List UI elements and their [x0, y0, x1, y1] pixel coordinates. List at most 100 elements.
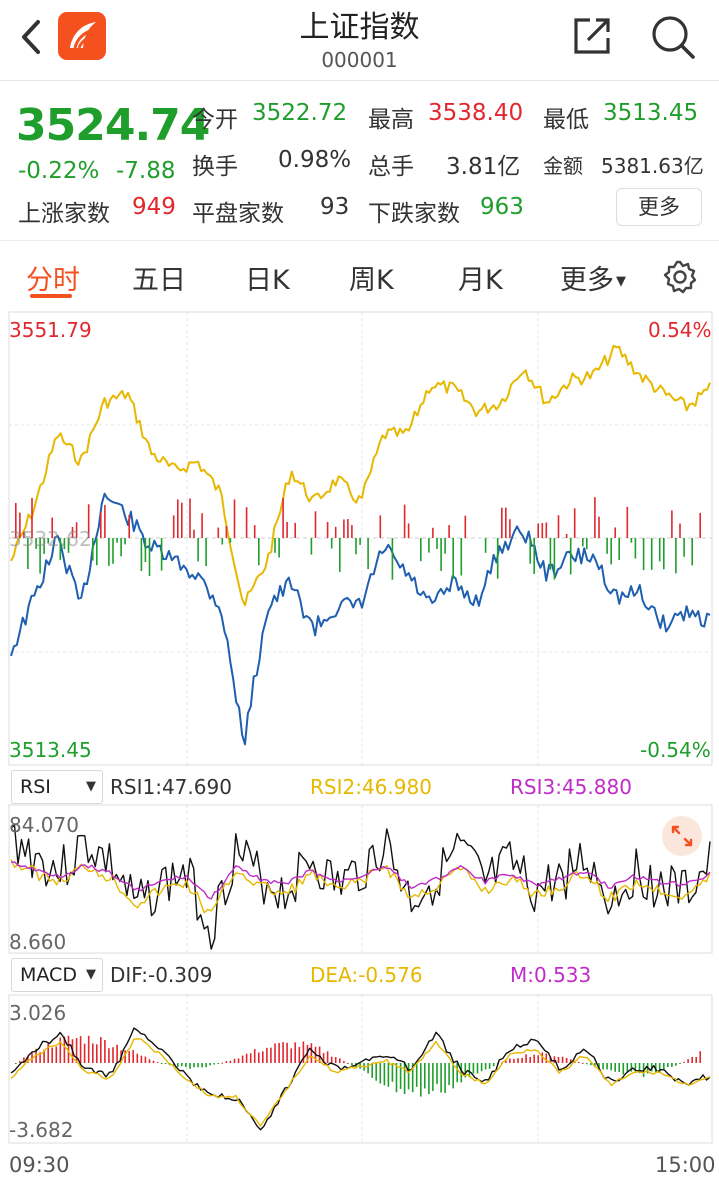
buy-sell-bar [444, 538, 446, 554]
buy-sell-bar [19, 512, 21, 539]
divider [0, 240, 719, 241]
buy-sell-bar [618, 538, 620, 560]
rsi1-value: RSI1:47.690 [110, 775, 232, 799]
buy-sell-bar [658, 538, 661, 562]
buy-sell-bar [181, 502, 183, 538]
macd-histogram-bar [217, 1063, 220, 1064]
macd-histogram-bar [634, 1063, 637, 1073]
macd-histogram-bar [100, 1037, 102, 1064]
macd-histogram-bar [460, 1063, 463, 1083]
gear-icon[interactable] [662, 259, 698, 295]
macd-histogram-bar [79, 1036, 82, 1064]
macd-histogram-bar [201, 1063, 203, 1068]
macd-histogram-bar [63, 1036, 66, 1063]
more-quote-button[interactable]: 更多 [616, 188, 702, 226]
buy-sell-bar [294, 522, 296, 539]
open-value: 3522.72 [252, 100, 348, 126]
buy-sell-bar [67, 538, 70, 553]
buy-sell-bar [367, 538, 369, 570]
macd-histogram-bar [221, 1062, 224, 1064]
macd-histogram-bar [148, 1059, 151, 1064]
macd-histogram-bar [270, 1047, 272, 1063]
buy-sell-bar [189, 498, 191, 538]
macd-histogram-bar [428, 1063, 430, 1095]
macd-histogram-bar [55, 1046, 58, 1064]
macd-histogram-bar [488, 1063, 491, 1069]
macd-histogram-bar [96, 1044, 98, 1064]
macd-histogram-bar [23, 1057, 25, 1063]
macd-histogram-bar [387, 1063, 390, 1087]
buy-sell-bar [496, 538, 499, 579]
macd-histogram-bar [59, 1037, 62, 1064]
buy-sell-bar [610, 538, 612, 565]
buy-sell-bar [71, 526, 74, 538]
high-label: 最高 [368, 107, 414, 133]
rsi-indicator-select[interactable]: RSI ▼ [11, 770, 103, 804]
caret-down-icon: ▼ [86, 967, 96, 982]
buy-sell-bar [432, 527, 434, 538]
macd-histogram-bar [286, 1042, 288, 1064]
buy-sell-bar [108, 538, 110, 566]
rsi-axis-max: 84.070 [9, 813, 79, 837]
macd-histogram-bar [136, 1053, 139, 1063]
buy-sell-bar [282, 497, 284, 538]
tab-five-day[interactable]: 五日 [132, 265, 186, 296]
buy-sell-bar [27, 538, 29, 569]
buy-sell-bar [347, 519, 349, 538]
buy-sell-bar [460, 538, 463, 576]
back-icon[interactable] [14, 18, 48, 56]
macd-histogram-bar [569, 1059, 572, 1064]
macd-histogram-bar [436, 1063, 438, 1085]
buy-sell-bar [59, 538, 62, 561]
macd-histogram-bar [347, 1062, 349, 1064]
buy-sell-bar [258, 538, 260, 566]
buy-sell-bar [391, 538, 394, 580]
buy-sell-bar [553, 538, 556, 580]
tab-monthly-k[interactable]: 月K [458, 265, 503, 296]
macd-histogram-bar [164, 1063, 167, 1065]
share-icon[interactable] [570, 14, 614, 58]
buy-sell-bar [484, 538, 487, 553]
tab-daily-k[interactable]: 日K [245, 265, 290, 296]
buy-sell-bar [128, 514, 130, 538]
macd-histogram-bar [606, 1063, 608, 1070]
macd-histogram-bar [468, 1063, 471, 1078]
buy-sell-bar [642, 538, 645, 571]
macd-histogram-bar [456, 1063, 458, 1083]
search-icon[interactable] [650, 14, 696, 60]
macd-histogram-bar [420, 1063, 422, 1097]
macd-histogram-bar [683, 1061, 685, 1063]
macd-histogram-bar [266, 1047, 268, 1063]
tab-more[interactable]: 更多 ▼ [560, 258, 626, 297]
buy-sell-bar [193, 529, 195, 538]
macd-indicator-select[interactable]: MACD ▼ [11, 958, 103, 992]
macd-histogram-bar [181, 1063, 183, 1067]
high-value: 3538.40 [428, 100, 524, 126]
rsi1-line [10, 824, 711, 950]
buy-sell-bar [31, 497, 33, 538]
macd-histogram-bar [395, 1063, 398, 1093]
macd-histogram-bar [553, 1056, 556, 1063]
macd-m-value: M:0.533 [510, 963, 592, 987]
macd-histogram-bar [75, 1038, 78, 1063]
tab-weekly-k[interactable]: 周K [349, 265, 394, 296]
macd-histogram-bar [274, 1043, 276, 1063]
macd-histogram-bar [484, 1063, 487, 1070]
macd-histogram-bar [533, 1054, 535, 1064]
macd-histogram-bar [399, 1063, 402, 1089]
macd-histogram-bar [452, 1063, 454, 1089]
macd-histogram-bar [525, 1054, 527, 1063]
macd-histogram-bar [318, 1046, 321, 1064]
macd-dea-line [10, 1038, 711, 1127]
low-label: 最低 [543, 107, 589, 133]
macd-histogram-bar [253, 1049, 256, 1063]
macd-histogram-bar [160, 1063, 163, 1064]
macd-histogram-bar [505, 1060, 507, 1064]
buy-sell-bar [87, 504, 90, 538]
buy-sell-bar [205, 538, 207, 567]
tab-intraday[interactable]: 分时 [26, 265, 80, 296]
expand-icon[interactable] [662, 816, 702, 856]
caret-down-icon: ▼ [616, 274, 626, 289]
tab-active-indicator [30, 294, 72, 298]
